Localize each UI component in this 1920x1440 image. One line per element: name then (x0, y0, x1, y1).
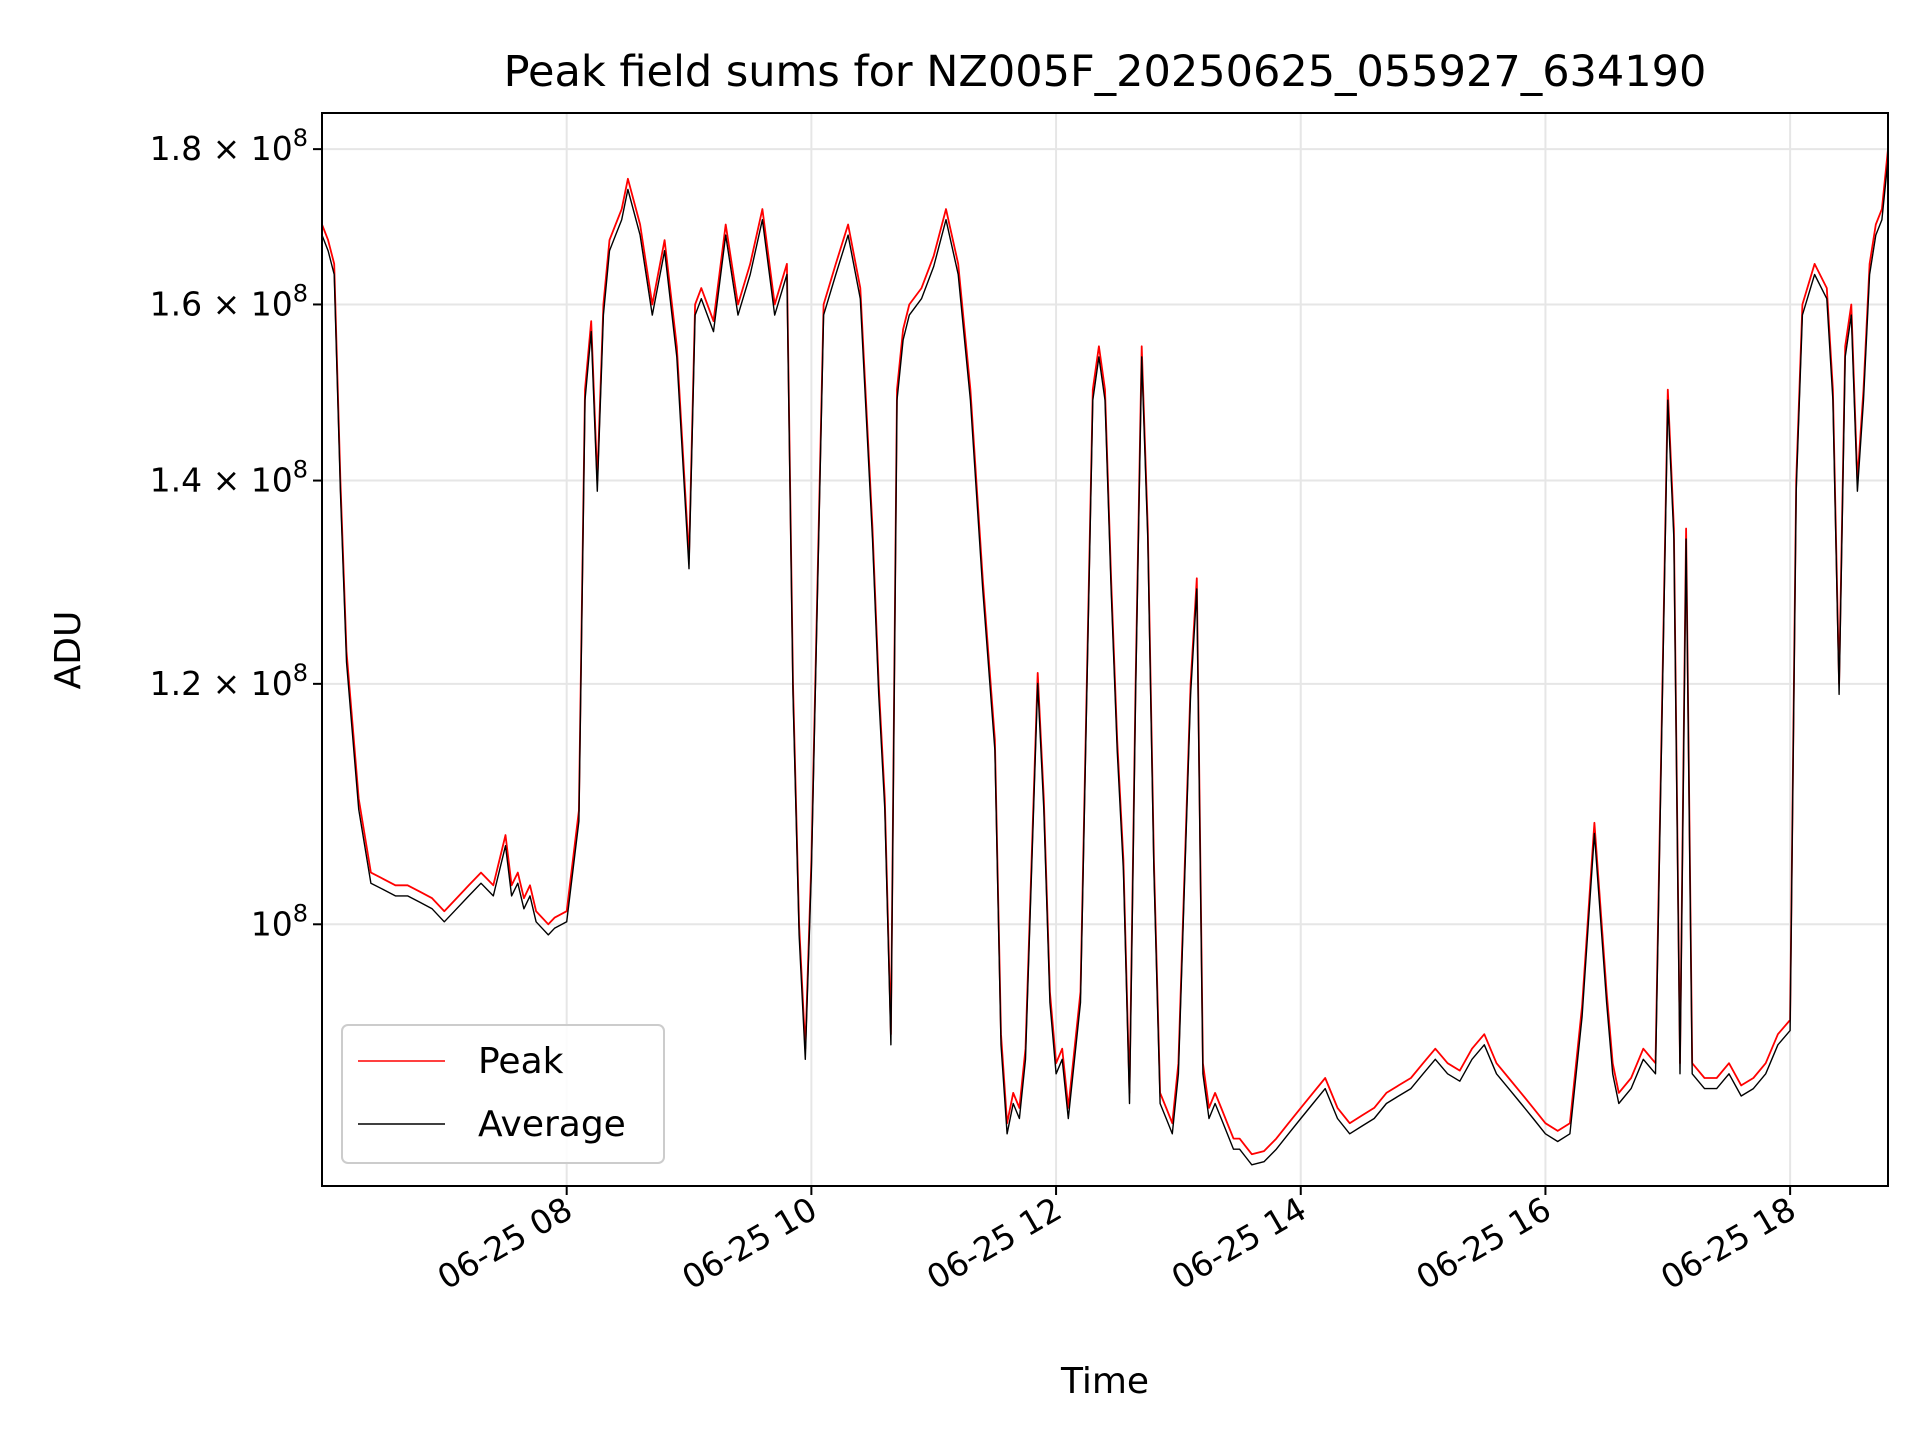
y-tick-label: 1.2 × 108 (150, 659, 308, 703)
grid (322, 113, 1888, 1186)
y-tick-label: 1.6 × 108 (150, 279, 308, 323)
chart-title: Peak field sums for NZ005F_20250625_0559… (504, 47, 1707, 97)
legend-label-average: Average (478, 1104, 626, 1145)
series-line-average (321, 159, 1889, 1166)
y-tick-label: 108 (251, 899, 308, 943)
legend: Peak Average (341, 1024, 665, 1164)
y-axis-label: ADU (48, 611, 89, 690)
legend-label-peak: Peak (478, 1041, 564, 1082)
y-tick-label: 1.4 × 108 (150, 456, 308, 500)
y-axis-ticks: 108 1.2 × 108 1.4 × 108 1.6 × 108 1.8 × 108 (150, 124, 322, 943)
series-line-peak (321, 149, 1889, 1156)
y-tick-label: 1.8 × 108 (150, 124, 308, 168)
plot-frame (321, 112, 1889, 1187)
plot-series (321, 149, 1889, 1166)
x-axis-label: Time (1060, 1361, 1149, 1402)
legend-box (341, 1024, 665, 1164)
